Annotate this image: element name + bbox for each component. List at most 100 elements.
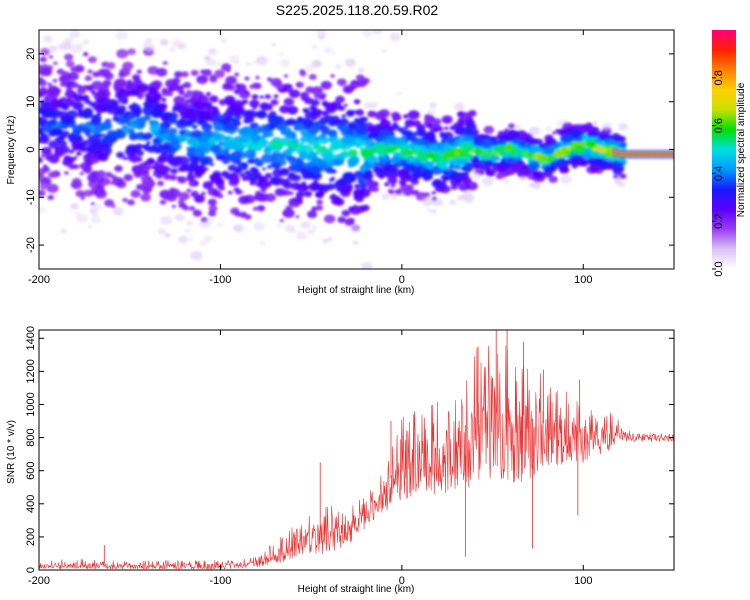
spectrogram-cell	[70, 180, 83, 190]
spectrogram-cell	[286, 147, 295, 154]
spectrogram-cell	[157, 126, 169, 135]
spectrogram-cell	[364, 169, 373, 176]
spectrogram-cell	[145, 38, 153, 44]
spectrogram-cell	[251, 94, 259, 100]
spectrogram-cell	[600, 147, 608, 153]
spectrogram-cell	[207, 105, 219, 115]
spectrogram-cell	[671, 153, 674, 156]
spectrogram-cell	[458, 115, 463, 119]
spectrogram-cell	[160, 215, 173, 225]
spectrogram-cell	[40, 154, 46, 158]
spectrogram-cell	[391, 155, 400, 163]
spectrogram-cell	[160, 97, 167, 103]
spectrogram-cell	[432, 198, 443, 207]
spectrogram-cell	[241, 175, 249, 182]
spectrogram-cell	[272, 140, 284, 150]
snr-x-label: Height of straight line (km)	[298, 584, 415, 595]
spectrogram-cell	[91, 80, 104, 91]
spectrogram-cell	[418, 154, 429, 163]
spectrogram-cell	[662, 153, 666, 156]
spectrogram-cell	[634, 153, 638, 156]
spectrogram-cell	[86, 143, 98, 153]
spectrogram-cell	[156, 164, 167, 172]
spectrogram-cell	[295, 231, 308, 241]
spectrogram-cell	[215, 60, 222, 67]
spectrogram-cell	[585, 139, 597, 149]
spectrogram-cell	[260, 102, 270, 110]
spectrogram-cell	[69, 123, 75, 128]
spectrogram-cell	[157, 180, 165, 187]
spectrogram-cell	[314, 191, 323, 198]
spectrogram-cell	[299, 21, 307, 28]
spectrogram-cell	[39, 87, 45, 92]
spectrogram-cell	[252, 206, 259, 211]
spectrogram-cell	[209, 74, 216, 80]
spectrogram-cell	[186, 89, 192, 94]
spectrogram-cell	[578, 158, 589, 167]
spectrogram-cell	[82, 110, 88, 115]
spectrogram-cell	[131, 158, 138, 163]
spectrogram-cell	[145, 22, 150, 26]
spectrogram-cell	[279, 59, 291, 68]
spectrogram-cell	[416, 128, 427, 137]
spectrogram-cell	[249, 166, 258, 173]
spectrogram-cell	[429, 143, 440, 152]
spectrogram-cell	[87, 69, 93, 74]
spectrogram-cell	[303, 171, 315, 180]
spectrogram-cell	[472, 165, 477, 169]
spectrogram-cell	[309, 142, 314, 146]
spectrogram-cell	[208, 205, 218, 213]
spectrogram-cell	[348, 206, 355, 212]
spectrogram-cell	[318, 145, 328, 153]
spectrogram-cell	[112, 207, 124, 216]
spectrogram-cell	[636, 153, 640, 156]
spectrogram-cell	[186, 174, 195, 182]
spectrogram-cell	[214, 132, 226, 141]
spectrogram-cell	[385, 146, 395, 154]
spectrogram-cell	[319, 136, 330, 145]
spectrogram-cell	[205, 92, 212, 97]
spectrogram-cell	[592, 121, 598, 126]
spectrogram-cell	[83, 189, 93, 197]
spectrogram-cell	[284, 130, 296, 140]
spectrogram-cell	[199, 157, 210, 166]
spectrogram-cell	[122, 61, 134, 71]
spectrogram-cell	[315, 204, 324, 211]
spectrogram-cell	[137, 93, 144, 99]
spectrogram-cell	[530, 138, 540, 145]
spectrogram-cell	[88, 17, 92, 20]
spectrogram-cell	[282, 181, 293, 189]
spectrogram-cell	[102, 79, 112, 87]
spectrogram-cell	[276, 223, 282, 228]
spectrogram-cell	[143, 103, 149, 107]
spectrogram-cell	[462, 190, 474, 199]
spectrogram-cell	[114, 108, 124, 116]
spectrogram-cell	[355, 109, 365, 116]
spectrogram-cell	[390, 193, 398, 200]
spectrogram-cell	[104, 199, 115, 207]
spectrogram-cell	[64, 90, 74, 98]
spectrogram-cell	[307, 210, 318, 219]
spectrogram-cell	[343, 172, 352, 179]
spectrogram-cell	[345, 109, 355, 117]
spectrogram-cell	[449, 161, 454, 166]
spectrogram-cell	[331, 193, 337, 198]
spectrogram-cell	[67, 134, 75, 140]
spectrogram-cell	[97, 68, 109, 77]
spectrogram-cell	[149, 124, 161, 133]
spectrogram-cell	[162, 144, 169, 150]
spectrogram-cell	[642, 153, 646, 156]
spectrogram-cell	[39, 56, 47, 63]
spectrogram-cell	[574, 124, 583, 130]
spectrogram-cell	[57, 148, 66, 155]
spectrogram-cell	[79, 163, 87, 169]
spectrogram-cell	[86, 170, 91, 174]
spectrogram-cell	[394, 162, 402, 168]
spectrogram-cell	[52, 61, 58, 66]
spectrogram-cell	[72, 124, 84, 134]
spectrogram-cell	[532, 170, 544, 180]
colorbar-tick-label: 0.0	[713, 261, 725, 276]
spectrogram-cell	[79, 171, 85, 176]
spectrogram-cell	[50, 127, 61, 136]
